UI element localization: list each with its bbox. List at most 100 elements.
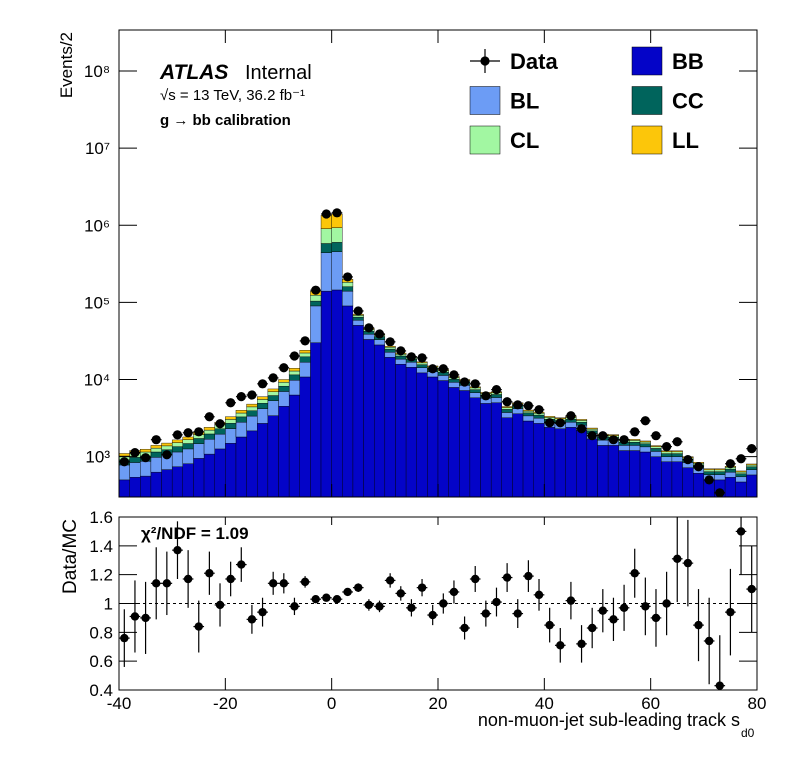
data-point xyxy=(481,391,491,401)
stack-bar xyxy=(278,385,290,392)
ratio-point xyxy=(577,639,586,649)
stack-bar xyxy=(278,382,290,387)
stack-bar xyxy=(257,399,269,404)
stack-bar xyxy=(225,419,237,424)
x-axis-title: non-muon-jet sub-leading track s xyxy=(478,710,740,730)
stack-bar xyxy=(384,347,396,350)
ratio-point xyxy=(747,584,756,594)
data-point xyxy=(449,370,459,380)
stack-bar xyxy=(193,443,205,459)
stack-bar xyxy=(214,448,226,497)
ratio-point xyxy=(673,554,682,564)
stack-bar xyxy=(671,461,683,497)
data-point xyxy=(194,427,204,437)
stack-bar xyxy=(746,466,757,470)
stack-bar xyxy=(171,446,184,453)
data-point xyxy=(736,454,746,464)
ratio-point xyxy=(460,623,469,633)
stack-bar xyxy=(161,445,173,450)
ratio-point xyxy=(662,599,671,608)
stack-bar xyxy=(448,387,460,497)
ratio-point xyxy=(683,558,693,568)
stack-bar xyxy=(639,451,651,497)
ratio-point xyxy=(715,681,724,690)
stack-bar xyxy=(374,344,386,497)
ratio-point xyxy=(439,599,448,608)
ratio-point xyxy=(385,576,395,585)
stack-bar xyxy=(544,416,556,418)
x-tick-label: -40 xyxy=(107,694,132,713)
ratio-point xyxy=(396,589,405,598)
x-tick-label: 80 xyxy=(748,694,767,713)
data-point xyxy=(300,336,310,346)
stack-bar xyxy=(140,448,152,453)
data-point xyxy=(534,405,544,415)
stack-bar xyxy=(650,451,662,457)
stack-bar xyxy=(544,427,556,497)
stack-bar xyxy=(320,252,332,292)
y-tick-label: 0.6 xyxy=(89,652,113,671)
stack-bar xyxy=(246,406,258,411)
ratio-point xyxy=(332,594,342,604)
data-point xyxy=(406,352,417,362)
stack-bar xyxy=(267,391,279,396)
stack-bar xyxy=(246,415,258,432)
stack-bar xyxy=(150,447,162,453)
stack-bar xyxy=(416,364,428,368)
ratio-point xyxy=(258,607,267,617)
legend-label: CL xyxy=(510,128,539,153)
ratio-point xyxy=(141,613,150,623)
legend-swatch xyxy=(469,125,501,155)
ratio-point xyxy=(183,574,193,584)
ratio-point xyxy=(215,600,225,610)
data-point xyxy=(598,431,608,441)
stack-bar xyxy=(203,429,215,435)
stack-bar xyxy=(650,446,662,449)
stack-bar xyxy=(299,356,311,363)
stack-bar xyxy=(320,243,332,253)
stack-bar xyxy=(225,443,237,497)
stack-bar xyxy=(384,357,396,497)
stack-bar xyxy=(448,382,460,388)
stack-bar xyxy=(288,380,300,396)
status-label: Internal xyxy=(245,62,312,84)
stack-bar xyxy=(235,421,247,438)
stack-bar xyxy=(437,375,449,381)
stack-bar xyxy=(257,423,269,497)
ratio-point xyxy=(237,560,246,569)
ratio-point xyxy=(428,610,437,620)
stack-bar xyxy=(501,407,513,410)
stack-bar xyxy=(746,469,757,476)
stack-bar xyxy=(246,430,258,497)
stack-bar xyxy=(150,445,162,449)
data-point xyxy=(247,390,257,400)
stack-bar xyxy=(352,319,364,326)
stack-bar xyxy=(374,339,386,346)
stack-bar xyxy=(310,300,322,307)
x-tick-label: 0 xyxy=(327,694,336,713)
legend-label: LL xyxy=(672,128,699,153)
stack-bar xyxy=(405,367,417,497)
y-axis-title: Events/2 xyxy=(57,32,76,98)
ratio-point xyxy=(513,609,522,618)
ratio-point xyxy=(545,620,554,630)
stack-bar xyxy=(193,438,205,444)
stack-bar xyxy=(193,458,205,497)
stack-bar xyxy=(225,428,237,444)
ratio-point xyxy=(619,603,629,613)
ratio-point xyxy=(194,622,203,631)
data-point xyxy=(747,444,757,454)
ratio-point xyxy=(279,579,289,588)
ratio-point xyxy=(534,590,544,600)
stack-bar xyxy=(299,361,311,378)
stack-bar xyxy=(639,441,651,444)
stack-bar xyxy=(661,456,673,462)
data-point xyxy=(321,209,331,219)
stack-bar xyxy=(703,468,715,471)
data-point xyxy=(215,419,225,429)
stack-bar xyxy=(629,440,641,443)
data-point xyxy=(566,411,576,421)
x-axis-title-sub: d0 xyxy=(741,726,755,740)
data-point xyxy=(279,363,289,373)
data-point xyxy=(576,424,587,434)
